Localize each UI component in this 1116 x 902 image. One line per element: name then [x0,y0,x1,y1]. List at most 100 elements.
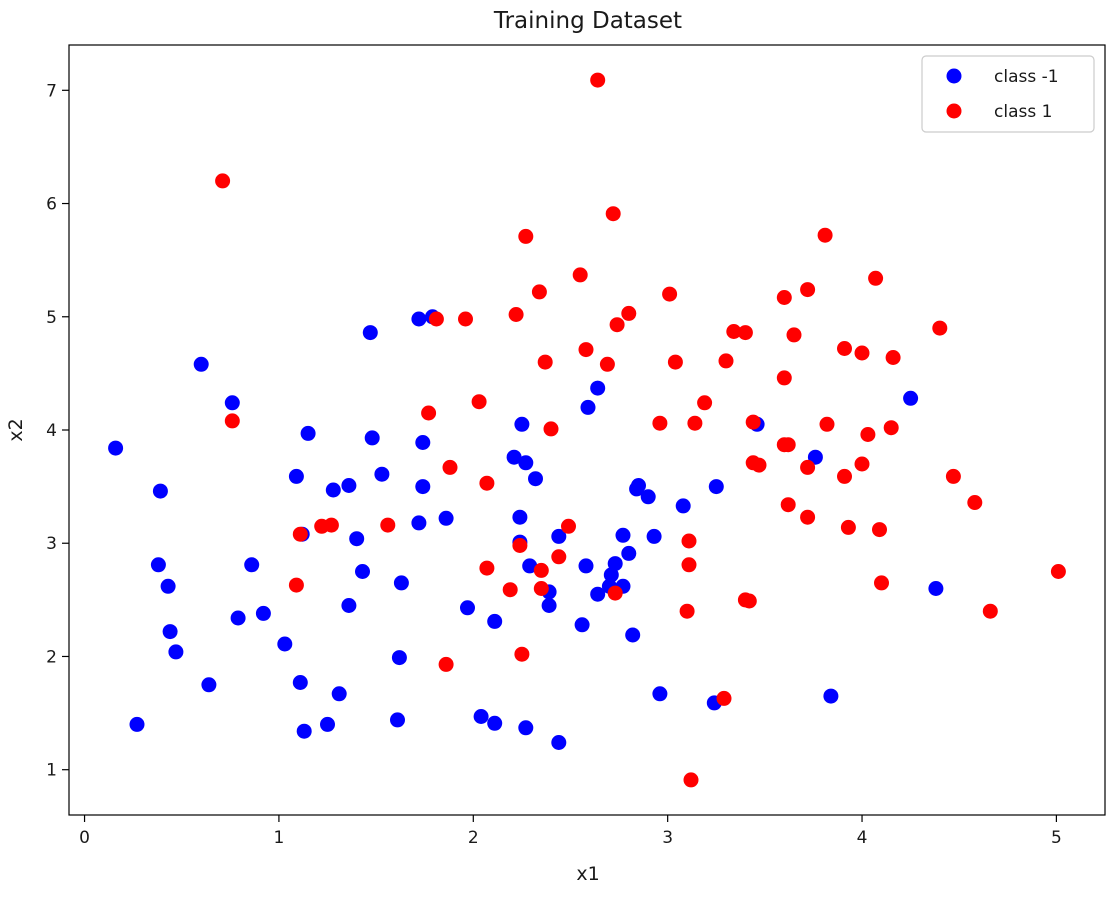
data-point [411,515,427,531]
data-point [662,286,678,302]
data-point [487,715,503,731]
data-point [288,468,304,484]
data-point [590,380,606,396]
data-point [574,617,590,633]
data-point [807,449,823,465]
data-point [528,471,543,487]
data-point [460,600,475,616]
data-point [364,430,380,446]
data-point [415,435,431,450]
legend-frame [921,55,1095,133]
y-tick-label: 1 [46,761,57,781]
data-point [300,425,316,441]
data-point [458,311,473,327]
data-point [288,577,304,593]
data-point [411,311,427,327]
y-tick-label: 4 [46,421,57,441]
data-point [819,416,835,432]
data-point [874,575,889,591]
data-point [718,353,734,369]
data-point [390,712,405,728]
data-point [681,557,697,573]
y-tick-label: 5 [46,308,57,328]
series-class-neg1 [108,309,944,750]
data-point [903,390,919,406]
data-point [683,772,699,788]
data-point [514,416,530,432]
data-point [152,483,168,499]
chart-title: Training Dataset [493,8,682,34]
data-point [320,716,335,732]
data-point [129,716,145,732]
data-point [506,449,522,465]
data-point [578,342,594,358]
data-point [883,420,899,436]
data-point [215,173,231,189]
data-point [800,459,816,475]
data-point [837,468,852,484]
data-point [967,495,983,510]
data-point [224,413,240,429]
data-point [737,325,753,341]
data-point [537,354,553,370]
data-point [621,545,637,561]
data-point [817,227,833,243]
data-point [502,582,518,598]
axes-frame [68,44,1106,816]
data-point [885,350,901,365]
data-point [508,307,524,322]
data-point [543,421,559,437]
y-tick-label: 7 [46,81,57,101]
data-point [355,564,370,579]
legend-marker-class-neg1 [946,68,962,84]
data-point [533,581,549,596]
data-point [590,586,606,602]
data-point [607,585,623,601]
x-tick-label: 3 [662,828,673,848]
data-point [675,498,691,514]
data-point [780,437,796,453]
data-point [854,345,870,361]
plot-area [108,72,1066,788]
x-tick-label: 1 [274,828,285,848]
data-point [603,567,619,583]
data-point [479,475,495,491]
data-point [607,556,623,572]
data-point [837,341,852,356]
data-point [625,627,641,643]
data-point [572,267,588,283]
data-point [615,527,631,543]
data-point [393,575,409,591]
data-point [561,518,576,534]
y-tick-label: 3 [46,534,57,554]
series-class-1 [215,72,1066,788]
data-point [928,581,944,596]
data-point [341,478,357,493]
data-point [640,489,656,505]
data-point [277,636,293,652]
data-point [442,459,458,475]
data-point [1050,564,1066,579]
data-point [652,415,668,431]
data-point [551,528,567,544]
data-point [652,686,668,702]
data-point [751,457,767,473]
data-point [667,354,683,370]
data-point [599,356,615,372]
data-point [428,311,444,327]
data-point [840,519,856,535]
data-point [687,415,703,431]
data-point [609,317,625,333]
legend-label-class-1: class 1 [994,102,1052,122]
data-point [224,395,240,411]
data-point [697,395,713,411]
data-point [512,538,528,553]
data-point [512,509,528,525]
data-point [296,723,312,739]
data-point [531,284,547,300]
data-point [621,305,637,321]
data-point [631,478,646,493]
data-point [982,603,998,619]
data-point [331,686,347,702]
data-point [518,228,534,244]
